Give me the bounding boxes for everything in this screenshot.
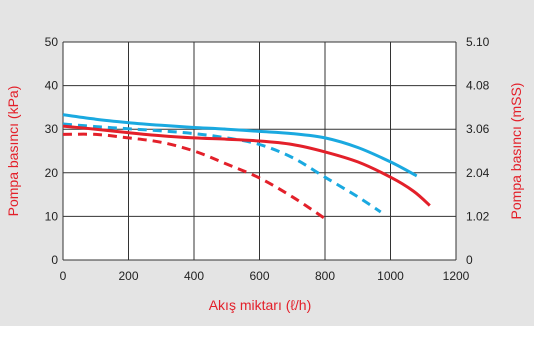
x-tick-label: 1200 <box>443 269 470 283</box>
y-right-tick-label: 5.10 <box>466 35 490 49</box>
x-tick-label: 800 <box>315 269 335 283</box>
x-axis-title: Akış miktarı (ℓ/h) <box>209 297 312 313</box>
series-line-solid <box>62 124 431 207</box>
y-left-tick-label: 20 <box>45 166 59 180</box>
y-left-tick-label: 0 <box>51 253 58 267</box>
x-tick-label: 200 <box>118 269 138 283</box>
y-right-tick-label: 4.08 <box>466 79 490 93</box>
series-lines <box>62 113 431 220</box>
y-right-tick-label: 2.04 <box>466 166 490 180</box>
y-axis-left-title: Pompa basıncı (kPa) <box>5 86 21 217</box>
y-right-tick-label: 1.02 <box>466 209 490 223</box>
x-tick-label: 0 <box>60 269 67 283</box>
grid-lines <box>62 41 457 261</box>
y-axis-left-ticks: 0 10 20 30 40 50 <box>45 35 59 267</box>
series-line-solid <box>62 113 418 178</box>
y-axis-right-title: Pompa basıncı (mSS) <box>508 83 524 220</box>
y-axis-right-ticks: 0 1.02 2.04 3.06 4.08 5.10 <box>466 35 490 267</box>
x-tick-label: 400 <box>184 269 204 283</box>
y-left-tick-label: 40 <box>45 79 59 93</box>
series-line-dashed <box>62 132 326 220</box>
x-tick-label: 1000 <box>377 269 404 283</box>
x-axis-ticks: 0 200 400 600 800 1000 1200 <box>60 269 470 283</box>
x-tick-label: 600 <box>249 269 269 283</box>
y-left-tick-label: 30 <box>45 122 59 136</box>
y-right-tick-label: 3.06 <box>466 122 490 136</box>
y-left-tick-label: 10 <box>45 209 59 223</box>
y-right-tick-label: 0 <box>466 253 473 267</box>
y-left-tick-label: 50 <box>45 35 59 49</box>
